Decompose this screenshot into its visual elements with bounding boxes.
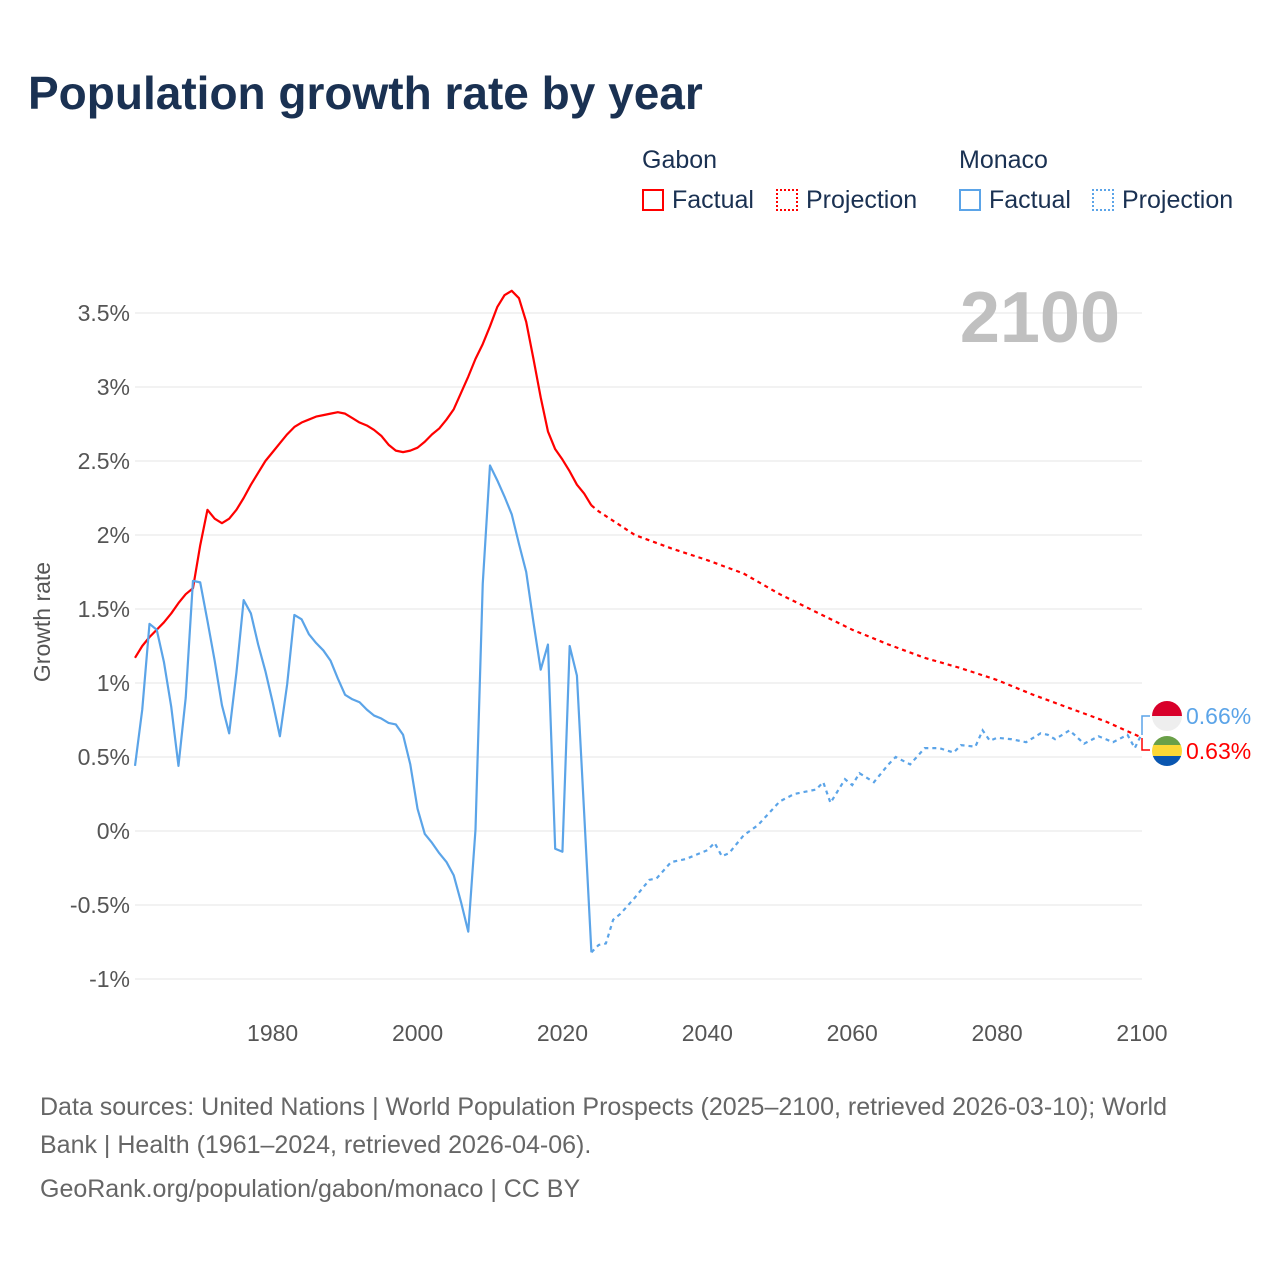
dotted-swatch-icon: [776, 189, 798, 211]
data-sources: Data sources: United Nations | World Pop…: [40, 1093, 1168, 1159]
legend-monaco-factual[interactable]: Factual: [959, 186, 1071, 215]
x-tick-label: 1980: [247, 1020, 298, 1046]
x-tick-label: 2100: [1116, 1020, 1167, 1046]
y-tick-label: 2.5%: [78, 448, 130, 474]
solid-swatch-icon: [642, 189, 664, 211]
y-axis-label: Growth rate: [29, 562, 55, 682]
x-tick-label: 2080: [972, 1020, 1023, 1046]
legend-label: Factual: [672, 186, 754, 214]
x-tick-label: 2020: [537, 1020, 588, 1046]
gabon-connector: [1141, 738, 1150, 751]
y-tick-label: 0.5%: [78, 744, 130, 770]
y-tick-label: 2%: [97, 522, 130, 548]
monaco-projection-line: [590, 728, 1143, 954]
monaco-flag-icon: [1152, 701, 1182, 731]
solid-swatch-icon: [959, 189, 981, 211]
legend-gabon-projection[interactable]: Projection: [776, 186, 917, 215]
footer: Data sources: United Nations | World Pop…: [40, 1088, 1230, 1208]
y-tick-label: 0%: [97, 818, 130, 844]
y-tick-label: 3%: [97, 374, 130, 400]
dotted-swatch-icon: [1092, 189, 1114, 211]
gabon-end-label: 0.63%: [1186, 738, 1251, 764]
monaco-end-label: 0.66%: [1186, 703, 1251, 729]
y-tick-label: 1.5%: [78, 596, 130, 622]
chart-title: Population growth rate by year: [28, 67, 703, 119]
legend-label: Factual: [989, 186, 1071, 214]
legend-label: Projection: [806, 186, 918, 214]
y-tick-label: -1%: [89, 966, 130, 992]
y-tick-label: -0.5%: [70, 892, 130, 918]
gabon-flag-icon: [1152, 736, 1182, 766]
legend-gabon-factual[interactable]: Factual: [642, 186, 754, 215]
monaco-factual-line: [133, 464, 593, 953]
monaco-connector: [1141, 715, 1150, 735]
y-tick-label: 3.5%: [78, 300, 130, 326]
legend-group-monaco: Monaco: [959, 146, 1048, 174]
gabon-factual-line: [134, 289, 593, 659]
legend-monaco-projection[interactable]: Projection: [1092, 186, 1233, 215]
x-tick-label: 2000: [392, 1020, 443, 1046]
source-link[interactable]: GeoRank.org/population/gabon/monaco | CC…: [40, 1175, 581, 1203]
x-tick-label: 2060: [827, 1020, 878, 1046]
legend-label: Projection: [1122, 186, 1234, 214]
y-tick-label: 1%: [97, 670, 130, 696]
gabon-projection-line: [590, 504, 1143, 739]
x-tick-label: 2040: [682, 1020, 733, 1046]
year-label: 2100: [960, 278, 1120, 358]
legend-group-gabon: Gabon: [642, 146, 718, 174]
